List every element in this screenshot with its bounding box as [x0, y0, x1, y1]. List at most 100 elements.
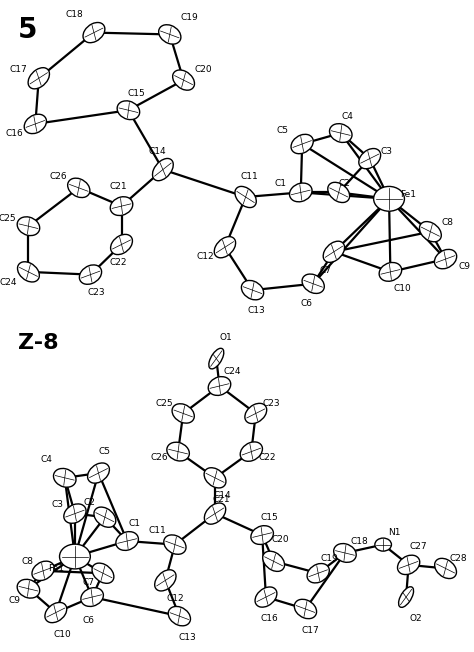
- Text: C11: C11: [148, 526, 166, 535]
- Ellipse shape: [419, 222, 441, 242]
- Text: 5: 5: [18, 16, 37, 44]
- Ellipse shape: [302, 274, 324, 293]
- Text: C10: C10: [394, 284, 412, 293]
- Text: C14: C14: [214, 491, 231, 500]
- Text: C11: C11: [240, 172, 258, 181]
- Text: C5: C5: [277, 126, 289, 135]
- Ellipse shape: [17, 580, 40, 598]
- Text: C19: C19: [321, 554, 338, 563]
- Ellipse shape: [334, 544, 356, 562]
- Text: C22: C22: [109, 258, 127, 267]
- Text: C3: C3: [381, 147, 393, 156]
- Ellipse shape: [94, 507, 116, 527]
- Ellipse shape: [435, 249, 456, 269]
- Text: C28: C28: [449, 554, 467, 563]
- Text: C10: C10: [53, 630, 71, 638]
- Ellipse shape: [167, 442, 189, 461]
- Ellipse shape: [28, 68, 49, 89]
- Text: C6: C6: [83, 616, 95, 625]
- Ellipse shape: [173, 70, 194, 90]
- Text: C24: C24: [223, 367, 241, 376]
- Text: C5: C5: [99, 447, 111, 456]
- Ellipse shape: [263, 551, 284, 571]
- Ellipse shape: [45, 602, 67, 623]
- Ellipse shape: [164, 535, 186, 554]
- Text: C15: C15: [261, 512, 279, 522]
- Text: C2: C2: [83, 498, 95, 507]
- Text: C15: C15: [128, 89, 146, 98]
- Text: Z-8: Z-8: [18, 333, 59, 353]
- Text: C20: C20: [194, 65, 212, 74]
- Ellipse shape: [60, 544, 91, 569]
- Ellipse shape: [32, 561, 54, 580]
- Text: C25: C25: [155, 400, 173, 408]
- Text: C14: C14: [148, 147, 166, 156]
- Text: C1: C1: [274, 179, 286, 188]
- Text: C1: C1: [129, 518, 141, 527]
- Ellipse shape: [116, 531, 138, 550]
- Ellipse shape: [290, 183, 312, 202]
- Text: C18: C18: [350, 537, 368, 546]
- Text: C25: C25: [0, 215, 17, 224]
- Text: C12: C12: [166, 594, 184, 602]
- Text: C6: C6: [301, 299, 312, 308]
- Ellipse shape: [291, 134, 313, 154]
- Ellipse shape: [168, 606, 191, 626]
- Ellipse shape: [172, 404, 194, 423]
- Ellipse shape: [294, 599, 317, 619]
- Text: C19: C19: [180, 14, 198, 22]
- Ellipse shape: [204, 467, 226, 488]
- Ellipse shape: [79, 265, 101, 284]
- Ellipse shape: [17, 217, 40, 235]
- Ellipse shape: [83, 22, 105, 43]
- Text: C22: C22: [258, 453, 276, 462]
- Text: C4: C4: [41, 456, 53, 464]
- Ellipse shape: [323, 241, 345, 262]
- Ellipse shape: [18, 261, 39, 282]
- Text: N1: N1: [388, 528, 401, 537]
- Ellipse shape: [88, 463, 109, 483]
- Ellipse shape: [110, 234, 132, 254]
- Ellipse shape: [208, 377, 231, 395]
- Text: C26: C26: [49, 172, 67, 181]
- Text: C9: C9: [459, 262, 471, 271]
- Ellipse shape: [307, 563, 329, 583]
- Ellipse shape: [241, 280, 264, 300]
- Text: Fe1: Fe1: [401, 190, 416, 199]
- Text: C16: C16: [260, 614, 278, 623]
- Ellipse shape: [359, 149, 381, 169]
- Text: C8: C8: [442, 218, 454, 227]
- Text: C23: C23: [87, 288, 105, 297]
- Ellipse shape: [435, 558, 456, 578]
- Text: C23: C23: [263, 400, 281, 408]
- Ellipse shape: [68, 178, 90, 198]
- Ellipse shape: [81, 587, 103, 606]
- Text: C7: C7: [83, 578, 95, 587]
- Text: C4: C4: [342, 112, 354, 121]
- Text: C21: C21: [212, 495, 230, 504]
- Text: C16: C16: [6, 128, 24, 138]
- Ellipse shape: [240, 442, 263, 462]
- Ellipse shape: [255, 587, 277, 607]
- Ellipse shape: [92, 563, 114, 584]
- Ellipse shape: [329, 124, 352, 142]
- Text: C21: C21: [109, 181, 127, 190]
- Text: O2: O2: [410, 614, 422, 623]
- Ellipse shape: [398, 555, 420, 574]
- Ellipse shape: [155, 570, 176, 591]
- Ellipse shape: [235, 186, 256, 207]
- Ellipse shape: [379, 263, 401, 281]
- Ellipse shape: [117, 101, 140, 119]
- Ellipse shape: [374, 186, 404, 211]
- Ellipse shape: [110, 197, 133, 216]
- Ellipse shape: [24, 114, 46, 134]
- Text: C13: C13: [247, 306, 265, 315]
- Text: C26: C26: [150, 453, 168, 462]
- Text: C7: C7: [319, 265, 332, 274]
- Text: C20: C20: [271, 535, 289, 544]
- Text: C12: C12: [197, 252, 214, 261]
- Text: C2: C2: [338, 179, 350, 188]
- Ellipse shape: [214, 237, 236, 258]
- Text: C18: C18: [66, 10, 83, 19]
- Text: Fe1: Fe1: [48, 564, 64, 573]
